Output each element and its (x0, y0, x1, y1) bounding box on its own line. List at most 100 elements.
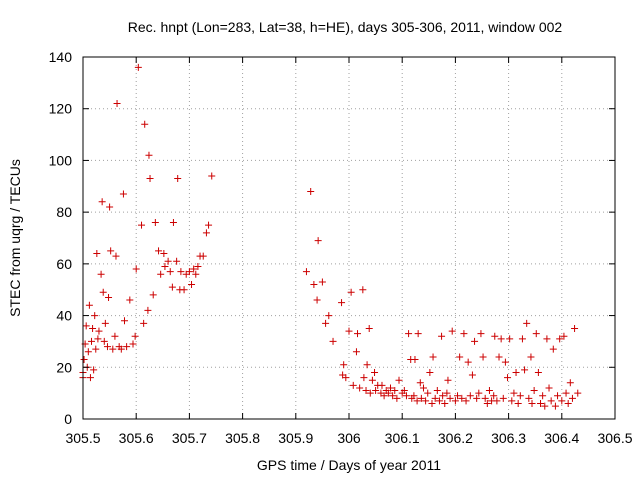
data-point (177, 268, 185, 276)
data-point (119, 190, 127, 198)
x-tick-label: 306 (337, 430, 361, 446)
data-point (354, 330, 362, 338)
data-point (384, 389, 392, 397)
data-point (314, 237, 322, 245)
data-point (109, 345, 117, 353)
data-point (111, 332, 119, 340)
data-point (138, 221, 146, 229)
data-point (131, 332, 139, 340)
data-point (483, 399, 491, 407)
data-point (329, 337, 337, 345)
x-tick-label: 305.8 (225, 430, 260, 446)
data-point (192, 270, 200, 278)
data-point (173, 257, 181, 265)
x-tick-label: 306.5 (597, 430, 632, 446)
x-tick-label: 306.3 (491, 430, 526, 446)
data-point (86, 374, 94, 382)
data-point (85, 301, 93, 309)
data-point (556, 335, 564, 343)
data-point (342, 374, 350, 382)
data-point (145, 151, 153, 159)
data-point (378, 381, 386, 389)
data-point (340, 361, 348, 369)
data-point (97, 270, 105, 278)
data-point (105, 293, 113, 301)
data-point (313, 296, 321, 304)
data-point (541, 402, 549, 410)
y-tick-label: 80 (56, 204, 72, 220)
data-point (82, 322, 90, 330)
data-point (471, 337, 479, 345)
y-axis-label: STEC from uqrg / TECUs (7, 159, 23, 317)
x-tick-label: 305.5 (65, 430, 100, 446)
data-point (402, 392, 410, 400)
data-point (151, 218, 159, 226)
data-point (120, 317, 128, 325)
data-point (205, 221, 213, 229)
data-point (433, 387, 441, 395)
data-point (366, 389, 374, 397)
data-point (166, 268, 174, 276)
data-point (106, 203, 114, 211)
data-point (93, 250, 101, 258)
data-point (574, 389, 582, 397)
data-point (413, 397, 421, 405)
data-point (448, 327, 456, 335)
data-point (391, 387, 399, 395)
data-point (84, 348, 92, 356)
data-point (80, 356, 88, 364)
data-point (530, 387, 538, 395)
y-tick-label: 100 (49, 152, 73, 168)
data-point (194, 262, 202, 270)
data-point (345, 327, 353, 335)
data-point (134, 63, 142, 71)
data-point (208, 172, 216, 180)
data-point (174, 175, 182, 183)
data-point (510, 389, 518, 397)
data-point (92, 345, 100, 353)
data-point (100, 337, 108, 345)
data-point (468, 371, 476, 379)
data-point (90, 366, 98, 374)
data-point (514, 399, 522, 407)
data-point (129, 340, 137, 348)
y-tick-label: 0 (64, 411, 72, 427)
data-point (188, 281, 196, 289)
data-point (549, 345, 557, 353)
data-point (95, 327, 103, 335)
data-point (456, 353, 464, 361)
data-point (516, 392, 524, 400)
data-point (558, 397, 566, 405)
x-tick-label: 306.2 (438, 430, 473, 446)
data-point (551, 402, 559, 410)
data-point (126, 296, 134, 304)
data-point (475, 389, 483, 397)
data-point (185, 268, 193, 276)
data-point (389, 392, 397, 400)
data-point (386, 384, 394, 392)
data-point (88, 337, 96, 345)
data-point (202, 229, 210, 237)
data-point (302, 268, 310, 276)
data-point (560, 332, 568, 340)
data-point (545, 384, 553, 392)
x-tick-label: 306.1 (385, 430, 420, 446)
data-point (532, 330, 540, 338)
data-point (523, 319, 531, 327)
data-point (419, 384, 427, 392)
data-point (451, 397, 459, 405)
data-point (160, 250, 168, 258)
data-point (493, 397, 501, 405)
data-point (568, 394, 576, 402)
data-point (405, 330, 413, 338)
data-point (117, 345, 125, 353)
data-point (411, 356, 419, 364)
data-point (356, 384, 364, 392)
data-point (325, 312, 333, 320)
data-points (79, 63, 582, 410)
y-tick-label: 140 (49, 49, 73, 65)
data-point (98, 198, 106, 206)
data-point (512, 368, 520, 376)
data-point (547, 397, 555, 405)
data-point (477, 330, 485, 338)
